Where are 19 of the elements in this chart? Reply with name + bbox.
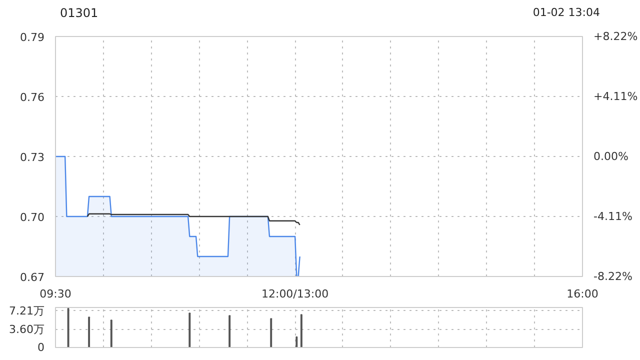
text: 01-02 13:04 — [532, 5, 600, 21]
y2-tick-label: -8.22% — [594, 270, 632, 283]
y-tick-label: 0.79 — [20, 31, 45, 44]
x-tick-label: 12:00/13:00 — [261, 288, 329, 300]
y-tick-label: 0.70 — [20, 211, 45, 224]
y2-tick-label: +4.11% — [594, 90, 638, 103]
y-tick-label: 7.21万 — [9, 304, 45, 318]
x-tick-label: 09:30 — [40, 288, 72, 300]
y-tick-label: 0.73 — [20, 151, 45, 164]
y-tick-label: 0.67 — [20, 271, 45, 284]
y2-tick-label: -4.11% — [594, 210, 632, 223]
x-tick-label: 16:00 — [566, 288, 598, 300]
chart-title: 01301 — [60, 5, 98, 22]
y-tick-label: 0.76 — [20, 91, 45, 104]
y2-tick-label: 0.00% — [594, 150, 628, 163]
y-tick-label: 0 — [38, 341, 44, 354]
y2-tick-label: +8.22% — [594, 30, 638, 43]
line-series — [86, 213, 300, 226]
y-tick-label: 3.60万 — [9, 322, 45, 336]
